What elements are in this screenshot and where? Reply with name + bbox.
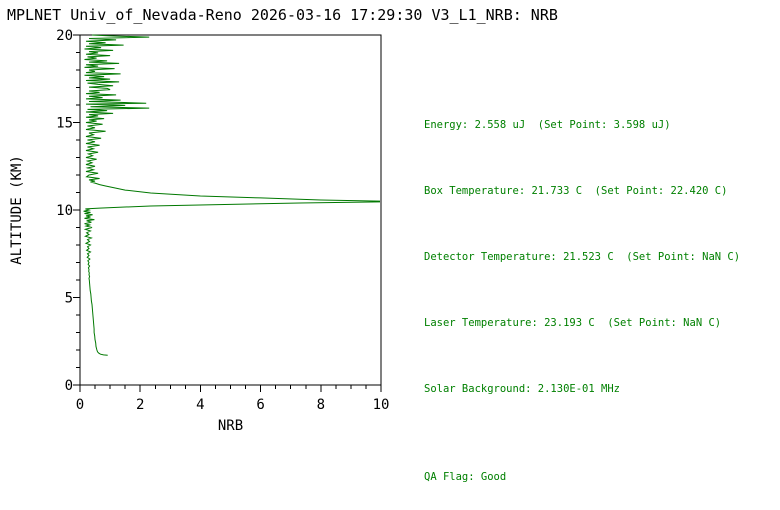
y-tick-label: 20 (56, 28, 73, 44)
x-tick-label: 6 (256, 397, 264, 413)
status-panel: Energy: 2.558 uJ (Set Point: 3.598 uJ) B… (424, 70, 740, 510)
x-axis: 0 2 4 6 8 10 NRB (76, 385, 390, 434)
plot-frame (79, 34, 382, 386)
status-line-box-temp: Box Temperature: 21.733 C (Set Point: 22… (424, 185, 728, 197)
x-tick-label: 4 (196, 397, 204, 413)
status-line-laser-temp: Laser Temperature: 23.193 C (Set Point: … (424, 317, 722, 329)
status-line-detector-temp: Detector Temperature: 21.523 C (Set Poin… (424, 251, 741, 263)
y-tick-label: 5 (65, 291, 73, 307)
y-axis: 0 5 10 15 20 ALTITUDE (KM) (9, 28, 80, 394)
nrb-profile-line (83, 34, 380, 356)
y-tick-label: 15 (56, 116, 73, 132)
status-line-solar-background: Solar Background: 2.130E-01 MHz (424, 383, 620, 395)
y-axis-title: ALTITUDE (KM) (9, 155, 25, 265)
x-tick-label: 2 (136, 397, 144, 413)
status-line-energy: Energy: 2.558 uJ (Set Point: 3.598 uJ) (424, 119, 671, 131)
y-tick-label: 0 (65, 378, 73, 394)
qa-flag: QA Flag: Good (424, 471, 507, 483)
mplnet-quicklook-page: { "title": "MPLNET Univ_of_Nevada-Reno 2… (7, 6, 741, 483)
x-tick-label: 8 (317, 397, 325, 413)
x-axis-title: NRB (218, 418, 243, 434)
y-tick-label: 10 (56, 203, 73, 219)
x-tick-label: 10 (373, 397, 390, 413)
x-tick-label: 0 (76, 397, 84, 413)
plot-title: MPLNET Univ_of_Nevada-Reno 2026-03-16 17… (7, 6, 558, 24)
nrb-profile-chart: 0 2 4 6 8 10 NRB 0 5 10 15 20 ALTITUDE (KM) (9, 28, 390, 434)
